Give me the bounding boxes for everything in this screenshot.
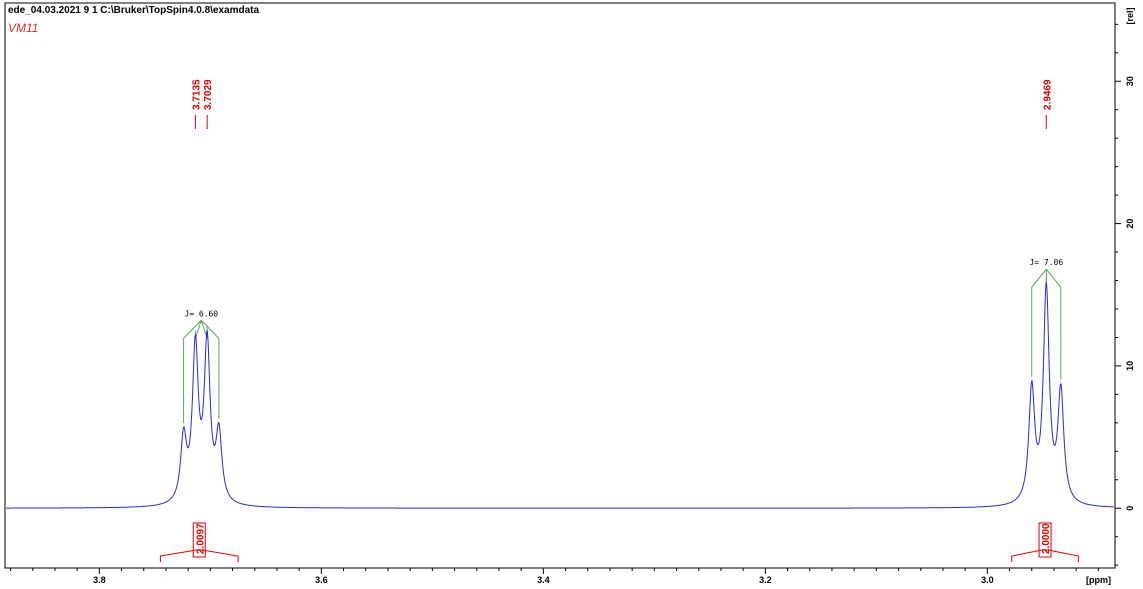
j-coupling-label: J= 7.06 bbox=[1029, 258, 1063, 267]
integral-bracket bbox=[159, 549, 239, 562]
plot-border bbox=[4, 2, 1116, 569]
peak-labels: 3.7135 3.7029 2.9469 bbox=[191, 79, 1053, 129]
multiplet-branch bbox=[1031, 268, 1047, 288]
integral-value: 2.0000 bbox=[1041, 523, 1052, 554]
x-tick-label: 3.2 bbox=[759, 575, 772, 585]
multiplet: J= 6.60 bbox=[183, 309, 220, 424]
multiplet-branch bbox=[1045, 268, 1062, 288]
integral: 2.0000 bbox=[1011, 522, 1079, 562]
peak-label: 2.9469 bbox=[1042, 79, 1053, 110]
y-tick-label: 30 bbox=[1125, 76, 1135, 86]
sample-name: VM11 bbox=[8, 21, 39, 35]
x-tick-label: 3.6 bbox=[315, 575, 328, 585]
integral-bracket bbox=[1011, 549, 1079, 562]
spectrum-line bbox=[6, 281, 1115, 509]
multiplet: J= 7.06 bbox=[1029, 258, 1063, 380]
multiplet-branch bbox=[194, 320, 202, 339]
integrals: 2.0097 2.0000 bbox=[159, 522, 1079, 562]
x-tick-label: 3.8 bbox=[93, 575, 106, 585]
y-tick-label: 20 bbox=[1125, 219, 1135, 229]
x-tick-label: 3.4 bbox=[537, 575, 550, 585]
multiplet-branch bbox=[200, 320, 220, 339]
peak-label: 3.7135 bbox=[191, 79, 202, 110]
x-axis-label: [ppm] bbox=[1086, 575, 1111, 585]
plot-frame bbox=[4, 2, 1116, 569]
spectrum-trace bbox=[6, 281, 1115, 509]
y-tick-label: 0 bbox=[1125, 506, 1135, 511]
x-tick-label: 3.0 bbox=[981, 575, 994, 585]
integral: 2.0097 bbox=[159, 522, 239, 562]
integral-box bbox=[1038, 522, 1052, 558]
axes: 3.8 3.6 3.4 3.2 3.0 [ppm] 0 10 20 30 [rel] bbox=[10, 7, 1135, 585]
integral-value: 2.0097 bbox=[195, 523, 206, 554]
multiplet-annotations: J= 6.60 J= 7.06 bbox=[183, 258, 1063, 424]
integral-box bbox=[192, 522, 206, 558]
y-axis-label: [rel] bbox=[1125, 7, 1135, 24]
multiplet-branch bbox=[183, 320, 202, 339]
j-coupling-label: J= 6.60 bbox=[184, 309, 218, 318]
y-tick-label: 10 bbox=[1125, 361, 1135, 371]
header-title: ede_04.03.2021 9 1 C:\Bruker\TopSpin4.0.… bbox=[8, 5, 260, 16]
peak-label: 3.7029 bbox=[203, 79, 214, 110]
